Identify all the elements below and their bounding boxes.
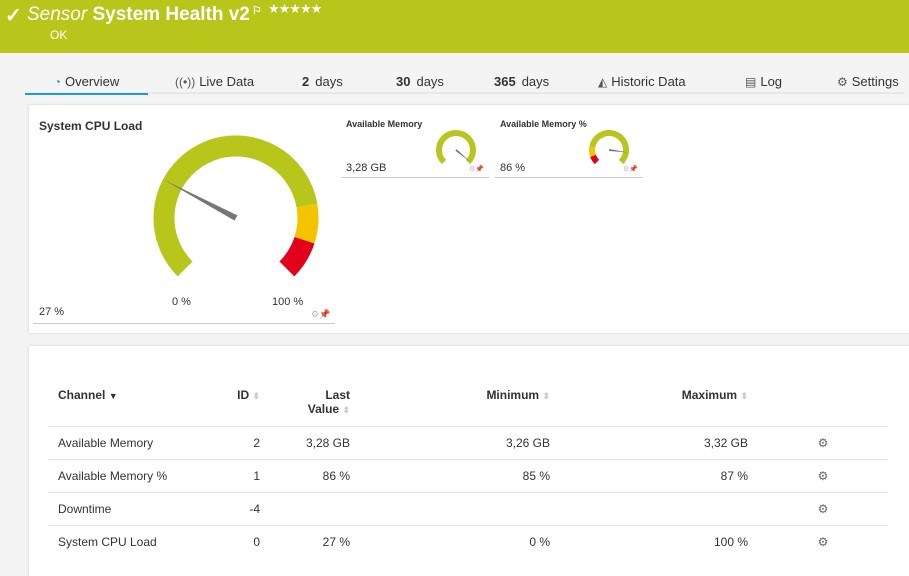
cell-channel[interactable]: System CPU Load	[48, 524, 213, 558]
cell-id: -4	[213, 491, 270, 525]
gauge-arc-green	[436, 130, 476, 165]
tab-overview[interactable]: ◔ Overview	[25, 74, 148, 95]
gauge-arc-yellow	[589, 146, 596, 157]
status-text: OK	[50, 28, 68, 42]
col-id[interactable]: ID ⬍	[237, 388, 260, 402]
memp-gauge-needle	[608, 149, 629, 153]
cell-min	[360, 491, 560, 525]
table-row[interactable]: System CPU Load 0 27 % 0 % 100 % ⚙	[48, 524, 888, 558]
cell-id: 0	[213, 524, 270, 558]
gauge-settings-pin-icon[interactable]: ⚙📌	[623, 166, 638, 173]
divider	[341, 177, 489, 178]
mem-gauge-needle	[455, 149, 471, 163]
gauge-settings-pin-icon[interactable]: ⚙📌	[311, 309, 331, 319]
sort-icon: ⬍	[542, 391, 550, 401]
channels-table: Channel ▼ ID ⬍ Last Value ⬍ Minimum ⬍ Max…	[48, 380, 888, 558]
tab-2-days[interactable]: 2 days	[302, 74, 343, 89]
divider	[495, 177, 643, 178]
chart-icon: ◭	[598, 75, 608, 89]
cpu-gauge-needle	[163, 179, 238, 221]
col-last-value[interactable]: Last Value ⬍	[307, 388, 350, 416]
table-header-row: Channel ▼ ID ⬍ Last Value ⬍ Minimum ⬍ Max…	[48, 380, 888, 426]
table-row[interactable]: Downtime -4 ⚙	[48, 491, 888, 525]
flag-icon[interactable]: ⚐	[251, 5, 262, 17]
sort-icon: ⬍	[740, 391, 748, 401]
cell-min: 0 %	[360, 524, 560, 558]
col-minimum[interactable]: Minimum ⬍	[486, 388, 550, 402]
cpu-gauge-title: System CPU Load	[39, 119, 143, 133]
mem-gauge-title: Available Memory	[346, 119, 423, 129]
priority-stars[interactable]: ★★★★★	[268, 1, 322, 16]
sort-icon: ⬍	[342, 405, 350, 415]
list-icon: ▤	[745, 75, 757, 89]
channel-settings-icon[interactable]: ⚙	[758, 524, 888, 558]
cell-max: 100 %	[560, 524, 758, 558]
channel-settings-icon[interactable]: ⚙	[758, 425, 888, 459]
gauge-icon: ◔	[53, 75, 62, 89]
gauge-arc-red	[590, 154, 600, 165]
cell-last: 27 %	[270, 524, 360, 558]
channel-settings-icon[interactable]: ⚙	[758, 458, 888, 492]
tab-30-days[interactable]: 30 days	[396, 74, 444, 89]
cell-channel[interactable]: Available Memory %	[48, 458, 213, 492]
cpu-gauge-min: 0 %	[172, 296, 191, 308]
col-channel[interactable]: Channel ▼	[58, 388, 118, 402]
gauge-arc-green	[589, 130, 629, 165]
gauge-arc-red	[279, 236, 315, 277]
divider	[33, 323, 335, 324]
tab-log[interactable]: ▤ Log	[745, 74, 783, 89]
broadcast-icon: ((•))	[175, 75, 196, 89]
gauge-arc-yellow	[294, 203, 319, 244]
sensor-title: Sensor System Health v2 ⚐	[27, 4, 262, 25]
memp-gauge-value: 86 %	[500, 162, 526, 174]
tab-bar: ◔ Overview ((•)) Live Data 2 days 30 days 36…	[25, 70, 905, 95]
table-row[interactable]: Available Memory % 1 86 % 85 % 87 % ⚙	[48, 458, 888, 492]
cell-last	[270, 491, 360, 525]
table-row[interactable]: Available Memory 2 3,28 GB 3,26 GB 3,32 GB ⚙	[48, 425, 888, 459]
cell-last: 3,28 GB	[270, 425, 360, 459]
cell-channel[interactable]: Downtime	[48, 491, 213, 525]
cell-id: 2	[213, 425, 270, 459]
gear-icon: ⚙	[837, 75, 848, 89]
cell-max: 87 %	[560, 458, 758, 492]
cell-max: 3,32 GB	[560, 425, 758, 459]
tab-settings[interactable]: ⚙ Settings	[837, 74, 899, 89]
cell-max	[560, 491, 758, 525]
sort-desc-icon: ▼	[108, 391, 118, 401]
memp-gauge-title: Available Memory %	[500, 119, 587, 129]
cell-id: 1	[213, 458, 270, 492]
tab-live-data[interactable]: ((•)) Live Data	[175, 74, 255, 89]
cpu-gauge-max: 100 %	[272, 296, 304, 308]
check-icon: ✓	[5, 5, 22, 27]
tab-historic-data[interactable]: ◭ Historic Data	[598, 74, 686, 89]
sort-icon: ⬍	[252, 391, 260, 401]
channel-settings-icon[interactable]: ⚙	[758, 491, 888, 525]
cell-channel[interactable]: Available Memory	[48, 425, 213, 459]
cell-last: 86 %	[270, 458, 360, 492]
cpu-gauge-value: 27 %	[39, 306, 65, 318]
tab-365-days[interactable]: 365 days	[494, 74, 550, 89]
gauge-arc-green	[153, 135, 318, 277]
col-maximum[interactable]: Maximum ⬍	[681, 388, 748, 402]
sensor-header: ✓ Sensor System Health v2 ⚐ ★★★★★ OK	[0, 0, 909, 53]
cell-min: 3,26 GB	[360, 425, 560, 459]
gauge-settings-pin-icon[interactable]: ⚙📌	[469, 166, 484, 173]
mem-gauge-value: 3,28 GB	[346, 162, 387, 174]
cell-min: 85 %	[360, 458, 560, 492]
